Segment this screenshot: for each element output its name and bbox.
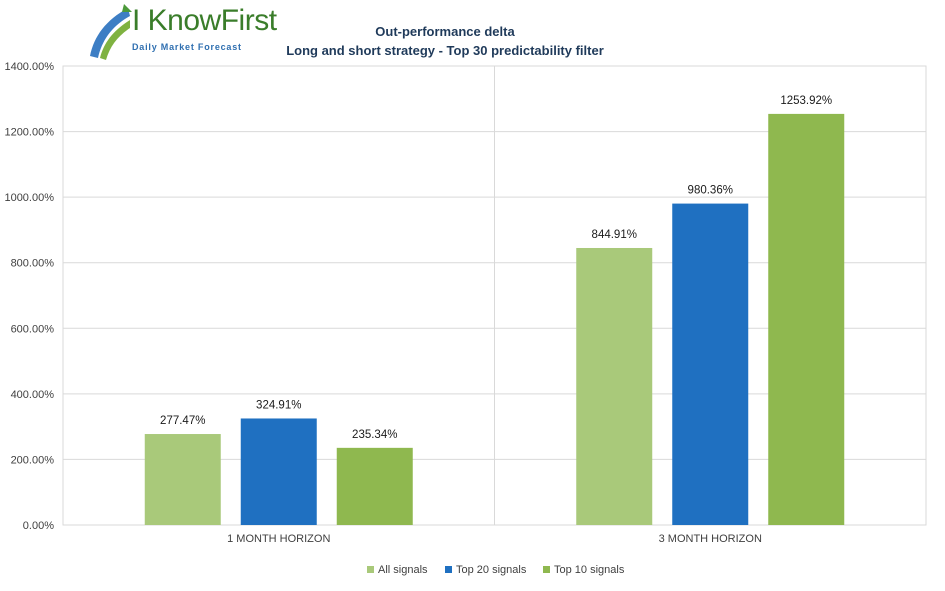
data-label: 980.36% (688, 185, 733, 197)
data-label: 235.34% (352, 429, 397, 441)
logo-text: I KnowFirst (132, 4, 277, 37)
y-tick-label: 800.00% (11, 258, 55, 270)
legend-swatch (543, 566, 550, 573)
data-label: 324.91% (256, 399, 301, 411)
y-tick-label: 0.00% (23, 520, 54, 532)
data-label: 277.47% (160, 415, 205, 427)
x-axis: 1 MONTH HORIZON 3 MONTH HORIZON (227, 533, 762, 545)
y-tick-label: 600.00% (11, 323, 55, 335)
legend-swatch (445, 566, 452, 573)
data-label: 844.91% (592, 229, 637, 241)
data-label: 1253.92% (780, 95, 832, 107)
legend-label: All signals (378, 564, 428, 576)
chart-subtitle: Long and short strategy - Top 30 predict… (286, 43, 604, 58)
y-tick-label: 1400.00% (4, 61, 54, 73)
legend: All signals Top 20 signals Top 10 signals (367, 564, 625, 576)
bars (144, 113, 845, 525)
logo-tagline: Daily Market Forecast (132, 42, 242, 52)
bar (336, 447, 413, 525)
bar (672, 203, 749, 525)
logo-swoosh-icon (90, 4, 132, 60)
bar (768, 113, 845, 525)
x-tick-label: 1 MONTH HORIZON (227, 533, 330, 545)
y-tick-label: 1200.00% (4, 127, 54, 139)
bar (240, 418, 317, 525)
y-axis: 0.00% 200.00% 400.00% 600.00% 800.00% 1000.00… (4, 61, 54, 532)
chart-title-block: Out-performance delta Long and short str… (255, 22, 635, 60)
legend-swatch (367, 566, 374, 573)
company-logo: I KnowFirst Daily Market Forecast (84, 2, 277, 64)
x-tick-label: 3 MONTH HORIZON (659, 533, 762, 545)
chart-title: Out-performance delta (375, 24, 515, 39)
bar (576, 247, 653, 525)
legend-label: Top 20 signals (456, 564, 527, 576)
y-tick-label: 1000.00% (4, 192, 54, 204)
y-tick-label: 200.00% (11, 454, 55, 466)
data-labels: 277.47% 324.91% 235.34% 844.91% 980.36% 1253.… (160, 95, 832, 441)
legend-label: Top 10 signals (554, 564, 625, 576)
bar (144, 434, 221, 525)
y-tick-label: 400.00% (11, 389, 55, 401)
